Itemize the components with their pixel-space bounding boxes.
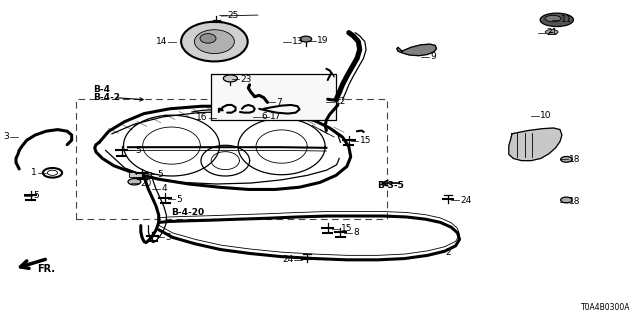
Ellipse shape — [561, 197, 572, 203]
Text: 5: 5 — [157, 170, 163, 179]
Text: FR.: FR. — [37, 264, 55, 275]
Text: 23: 23 — [241, 75, 252, 84]
Text: 19: 19 — [317, 36, 329, 45]
Text: 14: 14 — [156, 37, 167, 46]
Ellipse shape — [128, 179, 141, 185]
Text: 18: 18 — [569, 197, 580, 206]
Text: 16: 16 — [196, 113, 207, 122]
Text: B-4: B-4 — [93, 85, 110, 94]
Text: 12: 12 — [335, 97, 347, 106]
Ellipse shape — [223, 75, 237, 82]
Polygon shape — [509, 128, 562, 161]
Ellipse shape — [200, 34, 216, 43]
Text: 5: 5 — [166, 233, 172, 242]
Bar — [211, 74, 336, 120]
Text: 8: 8 — [353, 228, 359, 237]
Text: 15: 15 — [360, 136, 371, 145]
Ellipse shape — [561, 156, 572, 162]
Text: 7: 7 — [276, 98, 282, 107]
Text: 5: 5 — [136, 146, 141, 155]
Text: 2: 2 — [445, 248, 451, 257]
Text: 18: 18 — [569, 155, 580, 164]
Text: 4: 4 — [161, 184, 167, 193]
Text: 10: 10 — [540, 111, 552, 120]
Ellipse shape — [545, 15, 561, 22]
Text: 5: 5 — [33, 191, 39, 200]
Ellipse shape — [300, 36, 312, 42]
Text: 3: 3 — [3, 132, 9, 141]
Text: 9: 9 — [430, 52, 436, 61]
Text: T0A4B0300A: T0A4B0300A — [581, 303, 630, 312]
Ellipse shape — [181, 22, 248, 61]
Text: 11: 11 — [561, 15, 572, 24]
Text: 21: 21 — [547, 28, 558, 37]
Text: 1: 1 — [31, 168, 37, 177]
Polygon shape — [397, 44, 436, 56]
Text: B-4-2: B-4-2 — [93, 93, 120, 102]
Text: B-4-20: B-4-20 — [172, 208, 205, 217]
Text: 15: 15 — [340, 224, 352, 233]
Text: 13: 13 — [292, 37, 303, 46]
Text: 25: 25 — [228, 11, 239, 20]
Bar — [129, 172, 142, 177]
Text: 17: 17 — [270, 112, 282, 121]
Text: 6: 6 — [262, 112, 268, 121]
Ellipse shape — [545, 30, 558, 35]
Bar — [76, 99, 387, 219]
Ellipse shape — [195, 30, 234, 53]
Text: 24: 24 — [460, 196, 472, 204]
Text: 22: 22 — [142, 172, 154, 181]
Ellipse shape — [540, 13, 573, 27]
Text: 5: 5 — [177, 195, 182, 204]
Text: 20: 20 — [140, 179, 152, 188]
Text: B-3-5: B-3-5 — [378, 181, 404, 190]
Text: 24: 24 — [282, 255, 293, 264]
